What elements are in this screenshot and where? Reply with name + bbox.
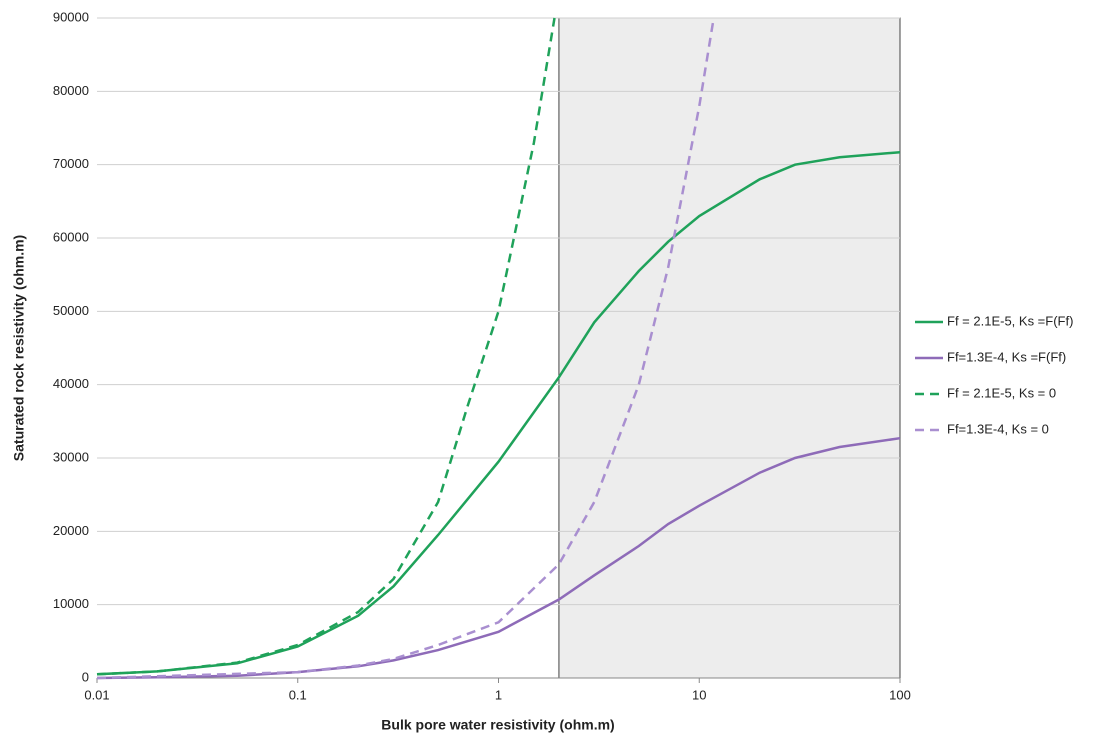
legend-label: Ff = 2.1E-5, Ks =F(Ff)	[947, 313, 1073, 328]
y-tick-label: 0	[82, 669, 89, 684]
x-tick-label: 10	[692, 687, 706, 702]
x-tick-label: 0.01	[84, 687, 109, 702]
legend-label: Ff = 2.1E-5, Ks = 0	[947, 385, 1056, 400]
y-axis-title: Saturated rock resistivity (ohm.m)	[11, 235, 27, 461]
y-tick-label: 60000	[53, 229, 89, 244]
x-tick-label: 0.1	[289, 687, 307, 702]
y-tick-label: 20000	[53, 523, 89, 538]
legend-label: Ff=1.3E-4, Ks = 0	[947, 421, 1049, 436]
y-tick-label: 30000	[53, 449, 89, 464]
x-tick-label: 100	[889, 687, 911, 702]
y-tick-label: 50000	[53, 303, 89, 318]
legend-label: Ff=1.3E-4, Ks =F(Ff)	[947, 349, 1066, 364]
y-tick-label: 90000	[53, 9, 89, 24]
x-axis-title: Bulk pore water resistivity (ohm.m)	[381, 717, 614, 733]
y-tick-label: 10000	[53, 596, 89, 611]
y-tick-label: 70000	[53, 156, 89, 171]
shaded-region	[558, 17, 901, 679]
y-tick-label: 40000	[53, 376, 89, 391]
x-tick-label: 1	[495, 687, 502, 702]
series-line	[96, 17, 715, 680]
y-tick-label: 80000	[53, 83, 89, 98]
series-line	[96, 17, 556, 676]
